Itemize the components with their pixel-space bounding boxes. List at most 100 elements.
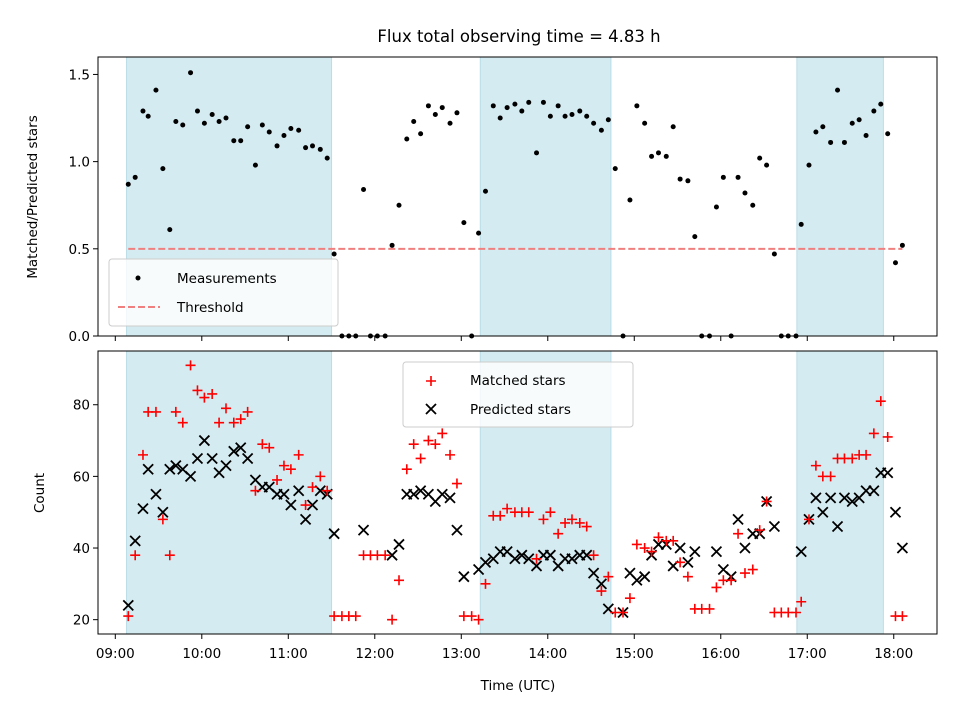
legend-measurements-marker [135,275,141,281]
measurement-points [125,70,905,339]
measurement-point [439,105,445,111]
measurement-point [223,115,229,121]
predicted-star-marker [142,463,154,475]
matched-star-marker [473,614,484,625]
predicted-star-marker [157,506,169,518]
measurement-point [361,187,367,193]
y-tick-label: 60 [73,469,90,485]
matched-star-marker [423,435,434,446]
matched-star-marker [566,514,577,525]
ratio-y-axis: 0.0 0.5 1.0 1.5 [69,67,98,345]
matched-star-marker [380,550,391,561]
measurement-point [742,190,748,196]
measurement-point [692,234,698,240]
measurement-point [310,143,316,149]
count-legend: Matched stars Predicted stars [402,361,634,428]
matched-star-marker [711,582,722,593]
matched-star-marker [825,471,836,482]
matched-star-marker [322,485,333,496]
measurement-point [591,120,597,126]
measurement-point [569,112,575,118]
matched-star-marker [531,553,542,564]
predicted-star-marker [516,549,528,561]
legend-matched-marker [426,376,436,386]
matched-star-marker [415,453,426,464]
predicted-star-marker [530,560,543,572]
predicted-star-marker [689,545,701,558]
matched-star-marker [315,471,326,482]
predicted-star-marker [198,434,211,447]
predicted-star-marker [768,520,781,533]
x-tick-label: 11:00 [269,646,308,662]
predicted-star-marker [137,502,149,515]
measurement-point [534,150,540,156]
predicted-star-marker [639,571,651,583]
matched-star-marker [726,575,737,586]
matched-star-marker [350,611,361,622]
x-tick-label: 10:00 [182,646,221,662]
measurement-point [396,202,402,208]
x-tick-label: 09:00 [96,646,135,662]
matched-star-marker [480,578,491,589]
ratio-panel: 0.0 0.5 1.0 1.5 Matched/Predicted stars Mea… [25,56,938,345]
predicted-star-marker [838,492,851,504]
matched-star-marker [221,403,232,414]
y-tick-label: 0.0 [69,329,90,345]
measurement-point [627,197,633,203]
measurement-point [476,230,482,236]
predicted-star-marker [817,506,829,518]
measurement-point [125,181,131,187]
time-x-axis: 09:00 10:00 11:00 12:00 13:00 14:00 15:00 16:00… [96,634,913,662]
measurement-point [663,153,669,159]
measurement-point [389,242,395,248]
measurement-point [167,227,173,233]
measurement-point [173,119,179,125]
measurement-point [806,162,812,168]
matched-star-marker [300,500,311,511]
matched-star-marker [130,550,141,561]
matched-star-marker [897,611,908,622]
matched-star-marker [875,396,886,407]
measurement-point [245,124,251,130]
predicted-star-marker [241,452,254,465]
measurement-point [303,145,309,151]
measurement-point [201,120,207,126]
matched-star-marker [264,442,275,453]
matched-star-marker [293,449,304,460]
predicted-star-marker [184,470,197,483]
count-panel: 20 40 60 80 09:00 10:00 11:00 12:00 13:00 14:00 1… [32,350,938,694]
matched-star-marker [868,428,879,439]
predicted-star-marker [795,545,807,558]
matched-star-marker [170,406,181,417]
matched-star-marker [596,586,607,597]
ratio-plot-frame [97,56,938,337]
matched-star-marker [192,385,203,396]
matched-star-marker [553,528,564,539]
count-y-axis: 20 40 60 80 [73,398,98,629]
x-axis-label: Time (UTC) [480,678,556,694]
measurement-point [454,110,460,116]
measurement-point [490,103,496,109]
matched-star-marker [704,603,715,614]
matched-star-marker [214,417,225,428]
predicted-star-marker [739,542,751,554]
predicted-star-marker [436,488,448,500]
ratio-x-ticks [114,336,895,341]
measurement-point [735,174,741,180]
y-tick-label: 1.0 [69,155,90,171]
matched-star-marker [761,496,772,507]
y-tick-label: 40 [73,541,90,557]
matched-star-marker [588,550,599,561]
matched-star-marker [150,406,161,417]
matched-star-marker [624,593,635,604]
predicted-star-marker [408,488,420,500]
ratio-y-axis-label: Matched/Predicted stars [25,115,41,278]
predicted-star-marker [831,520,844,533]
matched-star-marker [177,417,188,428]
measurement-point [612,166,618,172]
predicted-star-marker [458,571,470,583]
predicted-star-marker [206,452,218,465]
measurement-point [461,220,467,226]
predicted-star-markers [122,434,909,619]
